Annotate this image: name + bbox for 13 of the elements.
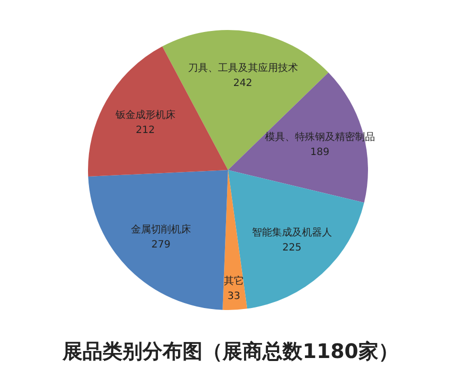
- data-label: 189: [310, 146, 330, 158]
- slice-label: 金属切削机床: [130, 224, 191, 236]
- slice-label: 钣金成形机床: [114, 108, 176, 121]
- text: 展品类别分布图（展商总数1180家）: [62, 339, 398, 363]
- slice-label: 其它: [224, 274, 244, 287]
- data-label: 212: [136, 124, 155, 136]
- data-label: 242: [233, 78, 252, 89]
- slice-label: 刀具、工具及其应用技术: [188, 62, 298, 74]
- data-label: 279: [151, 240, 171, 251]
- data-label: 33: [228, 290, 240, 302]
- data-label: 225: [282, 242, 302, 254]
- slice-label: 智能集成及机器人: [252, 226, 332, 239]
- slice-label: 模具、特殊钢及精密制品: [264, 130, 375, 143]
